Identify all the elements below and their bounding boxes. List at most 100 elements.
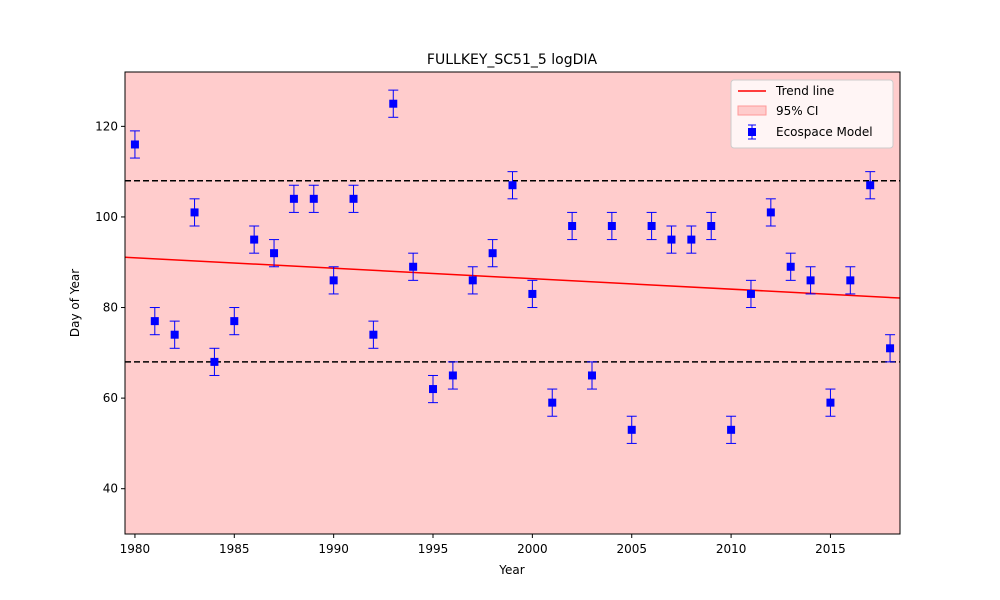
point-marker bbox=[369, 330, 378, 339]
point-marker bbox=[746, 289, 755, 298]
data-point bbox=[328, 266, 339, 295]
x-tick-label: 2010 bbox=[716, 542, 747, 556]
legend-trend-label: Trend line bbox=[775, 84, 834, 98]
data-point bbox=[527, 279, 538, 309]
point-marker bbox=[150, 317, 159, 326]
point-marker bbox=[548, 398, 557, 407]
data-point bbox=[189, 198, 200, 227]
plot-frame bbox=[124, 71, 901, 535]
data-point bbox=[368, 320, 379, 349]
legend-ci-label: 95% CI bbox=[776, 104, 818, 118]
x-tick-label: 1995 bbox=[418, 542, 449, 556]
data-point bbox=[586, 361, 597, 390]
point-marker bbox=[349, 194, 358, 203]
data-point bbox=[626, 415, 637, 444]
legend: Trend line 95% CI Ecospace Model bbox=[730, 79, 894, 149]
data-point bbox=[487, 239, 498, 268]
legend-model-label: Ecospace Model bbox=[776, 125, 873, 139]
data-point bbox=[606, 211, 617, 241]
point-marker bbox=[409, 262, 418, 271]
data-point bbox=[229, 307, 240, 336]
data-point bbox=[428, 374, 439, 404]
data-point bbox=[348, 184, 359, 213]
point-marker bbox=[468, 276, 477, 285]
point-marker bbox=[329, 276, 338, 285]
point-marker bbox=[806, 276, 815, 285]
data-point bbox=[269, 239, 280, 268]
data-point bbox=[408, 252, 419, 281]
point-marker bbox=[766, 208, 775, 217]
x-tick-label: 1985 bbox=[219, 542, 250, 556]
point-marker bbox=[389, 99, 398, 108]
data-point bbox=[745, 279, 756, 309]
y-axis-title: Day of Year bbox=[68, 269, 82, 337]
data-point bbox=[805, 266, 816, 295]
y-tick-label: 40 bbox=[103, 482, 118, 496]
point-marker bbox=[230, 317, 239, 326]
x-tick-label: 1990 bbox=[318, 542, 349, 556]
data-point bbox=[706, 211, 717, 241]
point-marker bbox=[250, 235, 259, 244]
data-point bbox=[686, 225, 697, 254]
data-point bbox=[547, 388, 558, 417]
point-marker bbox=[587, 371, 596, 380]
point-marker bbox=[210, 357, 219, 366]
point-marker bbox=[627, 425, 636, 434]
y-axis-ticks: 40 60 80 100 120 bbox=[95, 119, 125, 496]
x-axis-title: Year bbox=[498, 563, 524, 577]
data-point bbox=[785, 252, 796, 281]
legend-box bbox=[730, 79, 894, 149]
ci-band-fill bbox=[125, 72, 900, 534]
x-axis-ticks: 1980 1985 1990 1995 2000 2005 2010 2015 bbox=[120, 534, 846, 556]
data-point bbox=[249, 225, 260, 254]
legend-ci-swatch bbox=[737, 105, 767, 116]
data-point bbox=[467, 266, 478, 295]
data-point bbox=[447, 361, 458, 390]
y-tick-label: 80 bbox=[103, 301, 118, 315]
data-point bbox=[288, 184, 299, 213]
point-marker bbox=[826, 398, 835, 407]
point-marker bbox=[488, 249, 497, 258]
point-marker bbox=[429, 385, 438, 394]
data-point bbox=[308, 184, 319, 213]
data-point bbox=[209, 347, 220, 376]
data-point bbox=[726, 415, 737, 444]
point-marker bbox=[508, 181, 517, 190]
data-points bbox=[129, 89, 896, 444]
point-marker bbox=[846, 276, 855, 285]
point-marker bbox=[687, 235, 696, 244]
x-tick-label: 1980 bbox=[120, 542, 151, 556]
point-marker bbox=[727, 425, 736, 434]
data-point bbox=[507, 171, 518, 200]
x-tick-label: 2015 bbox=[815, 542, 846, 556]
data-point bbox=[765, 198, 776, 227]
point-marker bbox=[309, 194, 318, 203]
data-point bbox=[388, 89, 399, 118]
point-marker bbox=[647, 222, 656, 230]
point-marker bbox=[707, 222, 716, 230]
y-tick-label: 120 bbox=[95, 119, 118, 133]
point-marker bbox=[190, 208, 199, 217]
point-marker bbox=[448, 371, 457, 380]
point-marker bbox=[886, 344, 895, 353]
trend-line bbox=[124, 256, 901, 299]
data-point bbox=[666, 225, 677, 254]
x-tick-label: 2000 bbox=[517, 542, 548, 556]
data-point bbox=[845, 266, 856, 295]
data-point bbox=[865, 171, 876, 200]
data-point bbox=[646, 211, 657, 241]
data-point bbox=[149, 307, 160, 336]
point-marker bbox=[289, 194, 298, 203]
y-tick-label: 60 bbox=[103, 391, 118, 405]
point-marker bbox=[270, 249, 279, 258]
point-marker bbox=[667, 235, 676, 244]
data-point bbox=[567, 211, 578, 241]
x-tick-label: 2005 bbox=[616, 542, 647, 556]
data-point bbox=[885, 334, 896, 363]
chart-title: FULLKEY_SC51_5 logDIA bbox=[427, 52, 598, 68]
point-marker bbox=[568, 222, 577, 230]
data-point bbox=[169, 320, 180, 349]
point-marker bbox=[786, 262, 795, 271]
point-marker bbox=[607, 222, 616, 230]
